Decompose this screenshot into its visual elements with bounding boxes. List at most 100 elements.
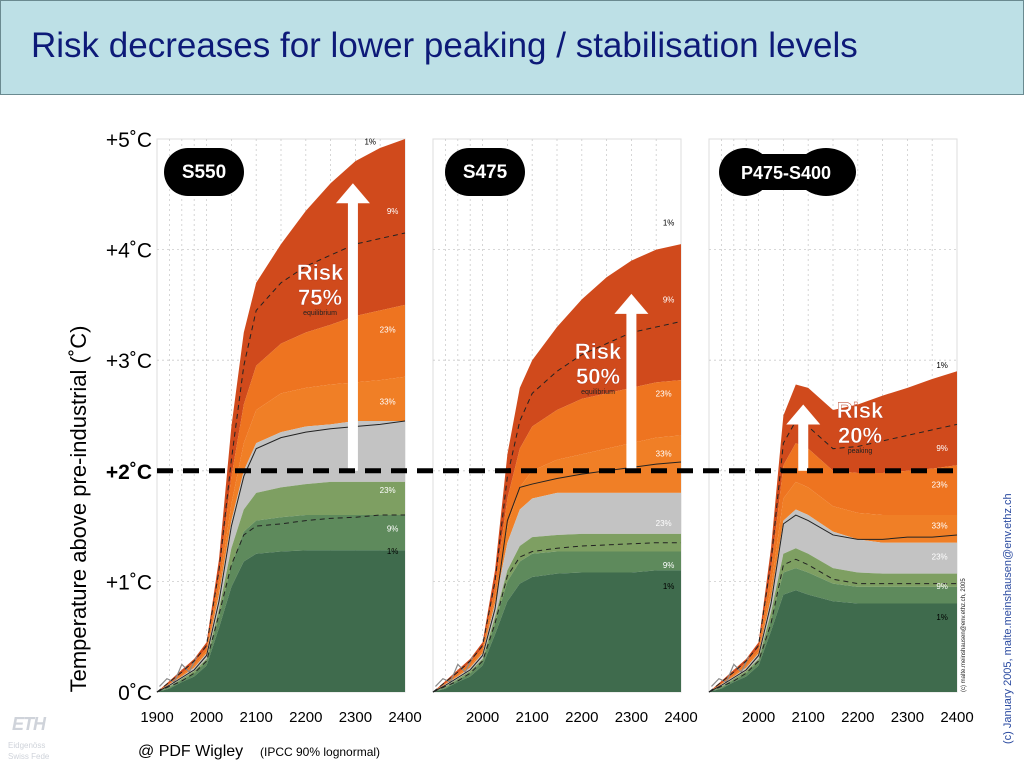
eth-logo: ETH	[12, 714, 46, 734]
percentile-label: 1%	[387, 547, 399, 556]
risk-percent: 50%	[576, 364, 620, 389]
band-77pct	[709, 568, 957, 692]
percentile-label: 1%	[364, 138, 376, 147]
x-tick-label: 2200	[841, 709, 874, 726]
band-9pct	[709, 443, 957, 692]
risk-percent: 20%	[838, 423, 882, 448]
percentile-label: 9%	[936, 582, 948, 591]
x-tick-label: 1900	[140, 709, 173, 726]
risk-title: Risk	[837, 398, 884, 423]
percentile-label: 1%	[663, 582, 675, 591]
risk-arrow-head	[786, 404, 821, 425]
percentile-label: 9%	[387, 525, 399, 534]
band-23pct	[157, 376, 405, 692]
band-9pct	[433, 380, 681, 692]
y-tick-label: +3˚C	[106, 350, 152, 373]
x-tick-label: 2400	[664, 709, 697, 726]
historical-line	[711, 656, 750, 687]
band-33pct	[709, 509, 957, 692]
x-tick-label: 2100	[516, 709, 549, 726]
band-67pct	[709, 548, 957, 692]
percentile-label: 9%	[663, 561, 675, 570]
dashed-line-upper	[432, 321, 682, 693]
scenario-pill	[445, 148, 525, 196]
band-77pct	[157, 515, 405, 692]
x-tick-label: 2000	[742, 709, 775, 726]
x-tick-label: 2000	[466, 709, 499, 726]
eth-logo-sub-2: Swiss Fede	[8, 752, 50, 761]
percentile-label: 33%	[380, 397, 396, 406]
band-33pct	[433, 492, 681, 692]
eth-logo-sub-1: Eidgenöss	[8, 741, 46, 750]
band-33pct	[157, 421, 405, 692]
percentile-label: 1%	[936, 613, 948, 622]
footnote-main: @ PDF Wigley	[138, 743, 243, 760]
percentile-label: 23%	[380, 486, 396, 495]
y-tick-label: +5˚C	[106, 129, 152, 152]
x-tick-label: 2200	[565, 709, 598, 726]
percentile-label: 23%	[656, 519, 672, 528]
historical-line	[435, 656, 474, 687]
scenario-label: P475-S400	[741, 163, 831, 183]
risk-arrow-shaft	[798, 420, 809, 471]
median-line	[708, 514, 958, 693]
footnote-sub: (IPCC 90% lognormal)	[260, 745, 380, 759]
percentile-label: 23%	[932, 552, 948, 561]
band-1pct	[709, 371, 957, 692]
percentile-label: 1%	[663, 218, 675, 227]
scenario-pill	[164, 148, 244, 196]
x-tick-label: 2300	[615, 709, 648, 726]
band-67pct	[433, 533, 681, 692]
band-1pct	[157, 139, 405, 692]
y-tick-label: +1˚C	[106, 571, 152, 594]
x-tick-label: 2400	[388, 709, 421, 726]
risk-arrow-head	[614, 293, 649, 314]
copyright-text: (c) January 2005, malte.meinshausen@env.…	[1002, 493, 1014, 744]
dashed-line-lower	[156, 514, 405, 693]
median-line	[156, 420, 406, 693]
band-77pct	[433, 551, 681, 692]
scenario-pill-mid	[745, 154, 825, 190]
y-tick-label: +4˚C	[106, 240, 152, 263]
chart-area: 1%9%23%33%23%9%1%Risk75%equilibriumS5501…	[66, 129, 974, 760]
band-67pct	[157, 481, 405, 692]
x-tick-label: 2300	[891, 709, 924, 726]
risk-note: equilibrium	[303, 310, 337, 317]
x-tick-label: 2300	[339, 709, 372, 726]
risk-arrow-head	[335, 183, 370, 204]
band-23pct	[709, 481, 957, 692]
band-9pct	[157, 304, 405, 692]
percentile-label: 33%	[932, 521, 948, 530]
y-axis-label: Temperature above pre-industrial (˚C)	[66, 326, 91, 693]
x-tick-label: 2400	[940, 709, 973, 726]
percentile-label: 9%	[663, 296, 675, 305]
risk-title: Risk	[575, 339, 622, 364]
percentile-label: 9%	[936, 444, 948, 453]
dashed-line-upper	[156, 232, 406, 693]
risk-arrow-shaft	[626, 309, 637, 471]
band-91pct	[433, 570, 681, 692]
slide-title: Risk decreases for lower peaking / stabi…	[31, 26, 858, 65]
scenario-label: S550	[182, 162, 226, 183]
y-tick-label: 0˚C	[118, 682, 152, 705]
risk-title: Risk	[297, 260, 344, 285]
percentile-label: 33%	[656, 449, 672, 458]
x-tick-label: 2000	[190, 709, 223, 726]
band-91pct	[157, 550, 405, 692]
percentile-label: 23%	[380, 326, 396, 335]
panel-side-note: (c) malte.meinshausen@env.ethz.ch, 2005	[961, 578, 967, 692]
band-23pct	[433, 435, 681, 692]
x-tick-label: 2200	[289, 709, 322, 726]
band-91pct	[709, 590, 957, 692]
median-line	[432, 461, 682, 693]
scenario-label: S475	[463, 162, 508, 183]
dashed-line-lower	[708, 558, 957, 693]
historical-line	[159, 656, 198, 687]
percentile-label: 23%	[932, 480, 948, 489]
title-band	[0, 0, 1024, 95]
risk-note: equilibrium	[581, 389, 615, 396]
x-tick-label: 2100	[240, 709, 273, 726]
